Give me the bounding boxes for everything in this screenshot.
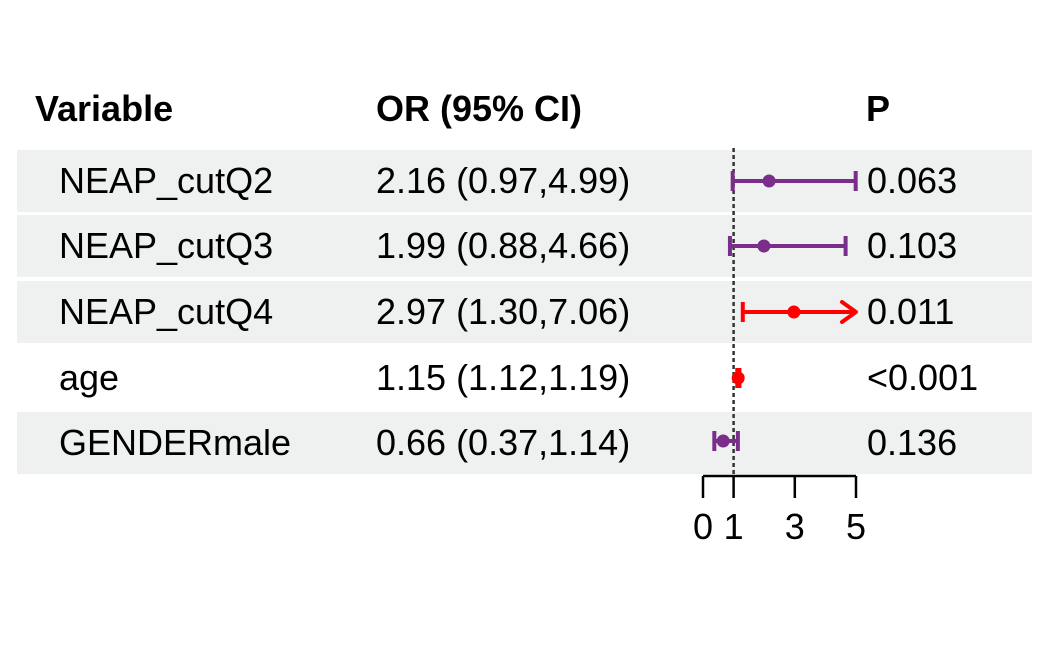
header-p: P xyxy=(866,88,891,129)
header-or-ci: OR (95% CI) xyxy=(376,88,583,129)
table-row: GENDERmale 0.66 (0.37,1.14) 0.136 xyxy=(17,412,1032,474)
variable-label: GENDERmale xyxy=(59,422,292,463)
table-row: age 1.15 (1.12,1.19) <0.001 xyxy=(17,347,1032,409)
or-ci-value: 0.66 (0.37,1.14) xyxy=(376,422,631,463)
p-value: 0.063 xyxy=(867,160,958,201)
table-row: NEAP_cutQ3 1.99 (0.88,4.66) 0.103 xyxy=(17,215,1032,277)
p-value: 0.011 xyxy=(867,291,955,332)
point-estimate xyxy=(757,239,771,253)
point-estimate xyxy=(716,434,730,448)
x-tick-label: 3 xyxy=(785,506,805,547)
p-value: <0.001 xyxy=(867,357,979,398)
point-estimate xyxy=(731,371,745,385)
table-row: NEAP_cutQ2 2.16 (0.97,4.99) 0.063 xyxy=(17,150,1032,212)
x-tick-label: 5 xyxy=(846,506,866,547)
variable-label: age xyxy=(59,357,120,398)
x-tick-label: 1 xyxy=(724,506,744,547)
or-ci-value: 2.97 (1.30,7.06) xyxy=(376,291,631,332)
variable-label: NEAP_cutQ2 xyxy=(59,160,274,201)
variable-label: NEAP_cutQ4 xyxy=(59,291,274,332)
x-tick-label: 0 xyxy=(693,506,713,547)
table-row: NEAP_cutQ4 2.97 (1.30,7.06) 0.011 xyxy=(17,281,1032,343)
or-ci-value: 1.99 (0.88,4.66) xyxy=(376,225,631,266)
point-estimate xyxy=(762,174,776,188)
ci-arrow xyxy=(840,300,858,324)
variable-label: NEAP_cutQ3 xyxy=(59,225,274,266)
point-estimate xyxy=(787,305,801,319)
or-ci-value: 2.16 (0.97,4.99) xyxy=(376,160,631,201)
or-ci-value: 1.15 (1.12,1.19) xyxy=(376,357,631,398)
header-variable: Variable xyxy=(35,88,174,129)
p-value: 0.103 xyxy=(867,225,958,266)
p-value: 0.136 xyxy=(867,422,958,463)
